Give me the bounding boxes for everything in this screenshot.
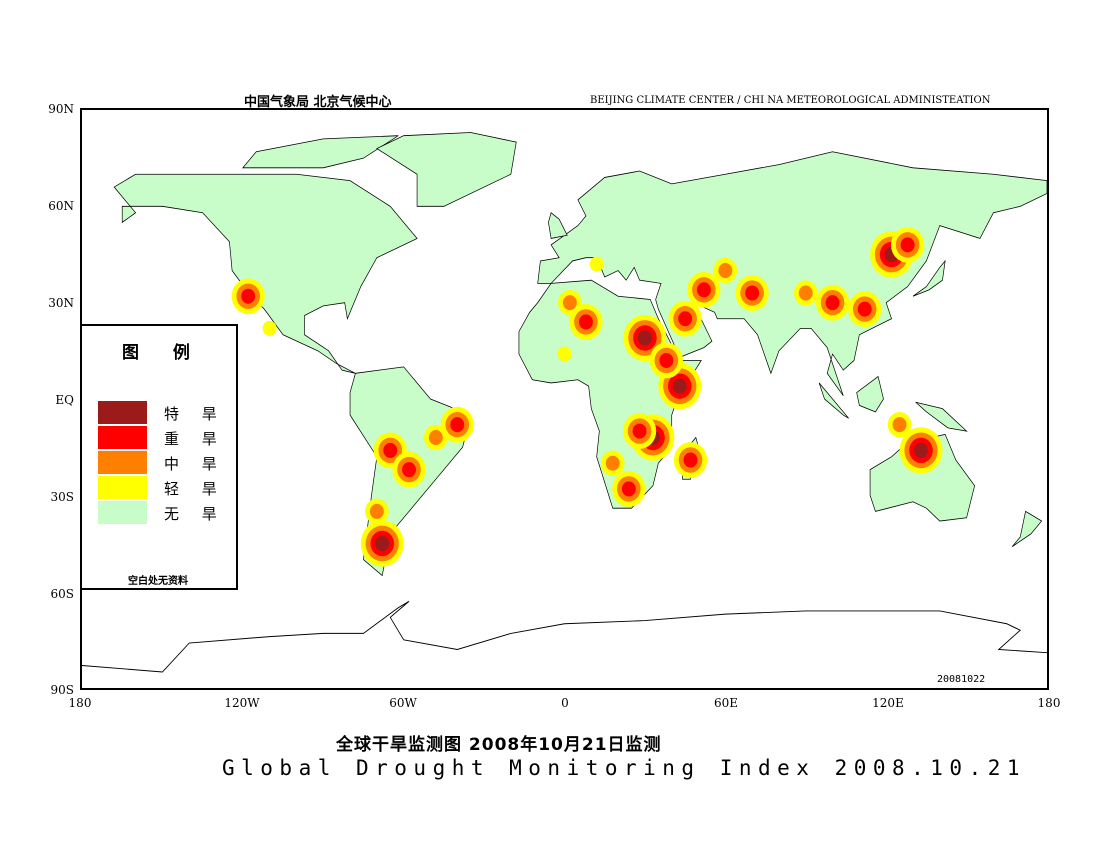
drought-area-level-4 [637, 330, 652, 346]
antarctica-coast [81, 600, 1048, 673]
drought-area-level-3 [621, 481, 636, 497]
date-stamp: 20081022 [937, 674, 986, 685]
lat-label: 30N [48, 296, 74, 310]
drought-area-level-3 [683, 452, 698, 468]
borneo [856, 375, 884, 413]
drought-area-level-4 [375, 535, 390, 552]
drought-area-level-2 [798, 285, 813, 301]
japan [912, 259, 946, 297]
legend-label: 中 旱 [164, 455, 217, 473]
drought-area-level-4 [672, 378, 687, 394]
legend-label: 特 旱 [164, 405, 217, 423]
drought-area-level-2 [369, 503, 384, 519]
lat-label: 90S [50, 683, 75, 697]
drought-area-level-2 [718, 263, 733, 279]
legend-label: 重 旱 [164, 430, 217, 448]
drought-area-level-3 [900, 237, 915, 253]
legend-title: 图 例 [122, 343, 190, 363]
legend-item: 轻 旱 [98, 476, 228, 499]
drought-area-level-2 [562, 295, 577, 311]
drought-area-level-2 [892, 417, 907, 433]
drought-area-level-3 [857, 301, 872, 317]
drought-area-level-3 [678, 311, 693, 327]
legend-item: 中 旱 [98, 451, 228, 474]
lon-label: 0 [561, 696, 569, 710]
lon-label: 180 [68, 696, 92, 710]
lon-label: 180 [1037, 696, 1061, 710]
legend-swatch [98, 451, 147, 474]
legend-label: 无 旱 [164, 505, 217, 523]
greenland [376, 132, 517, 207]
uk [548, 212, 568, 239]
legend: 图 例 特 旱 重 旱 中 旱 轻 旱 无 旱 空白处无资料 [80, 324, 238, 590]
drought-area-level-3 [825, 295, 840, 311]
sumatra [818, 382, 849, 419]
lon-label: 60E [713, 696, 739, 710]
north-america [113, 173, 418, 374]
drought-area-level-3 [696, 282, 711, 298]
drought-area-level-3 [241, 288, 256, 304]
drought-area-level-2 [605, 455, 620, 471]
lon-label: 60W [389, 696, 417, 710]
drought-area-level-1 [589, 256, 604, 272]
lat-label: 60S [50, 587, 75, 601]
drought-area-level-3 [402, 462, 416, 478]
eurasia [537, 151, 1048, 397]
drought-area-level-3 [578, 314, 593, 330]
legend-item: 重 旱 [98, 426, 228, 449]
title-cn: 全球干旱监测图 2008年10月21日监测 [336, 735, 662, 755]
lat-label: 30S [50, 490, 75, 504]
legend-swatch [98, 476, 147, 499]
legend-item: 特 旱 [98, 401, 228, 424]
new-guinea [915, 401, 968, 432]
arctic-islands [242, 135, 399, 169]
drought-area-level-4 [914, 442, 928, 458]
drought-area-level-1 [262, 320, 277, 336]
legend-swatch [98, 501, 147, 524]
header-en: BEIJING CLIMATE CENTER / CHI NA METEOROL… [590, 95, 991, 106]
header-cn: 中国气象局 北京气候中心 [244, 95, 392, 110]
legend-note: 空白处无资料 [128, 576, 188, 587]
title-en: Global Drought Monitoring Index 2008.10.… [222, 756, 1027, 780]
new-zealand [1011, 510, 1043, 548]
legend-item: 无 旱 [98, 501, 228, 524]
lat-label: EQ [55, 393, 74, 407]
drought-area-level-3 [450, 417, 465, 433]
drought-area-level-2 [428, 430, 443, 446]
land [113, 132, 1048, 577]
drought-area-level-1 [557, 346, 572, 362]
drought-area-level-3 [383, 442, 398, 458]
drought-area-level-3 [659, 352, 674, 368]
legend-swatch [98, 401, 147, 424]
lat-label: 60N [48, 199, 74, 213]
drought-area-level-3 [745, 285, 760, 301]
legend-swatch [98, 426, 147, 449]
drought-area-level-3 [632, 423, 647, 439]
map-svg [81, 132, 1048, 673]
lon-label: 120E [872, 696, 904, 710]
drought-areas [231, 226, 943, 567]
world-map [80, 108, 1049, 690]
lat-label: 90N [48, 102, 74, 116]
lon-label: 120W [224, 696, 260, 710]
legend-label: 轻 旱 [164, 480, 217, 498]
